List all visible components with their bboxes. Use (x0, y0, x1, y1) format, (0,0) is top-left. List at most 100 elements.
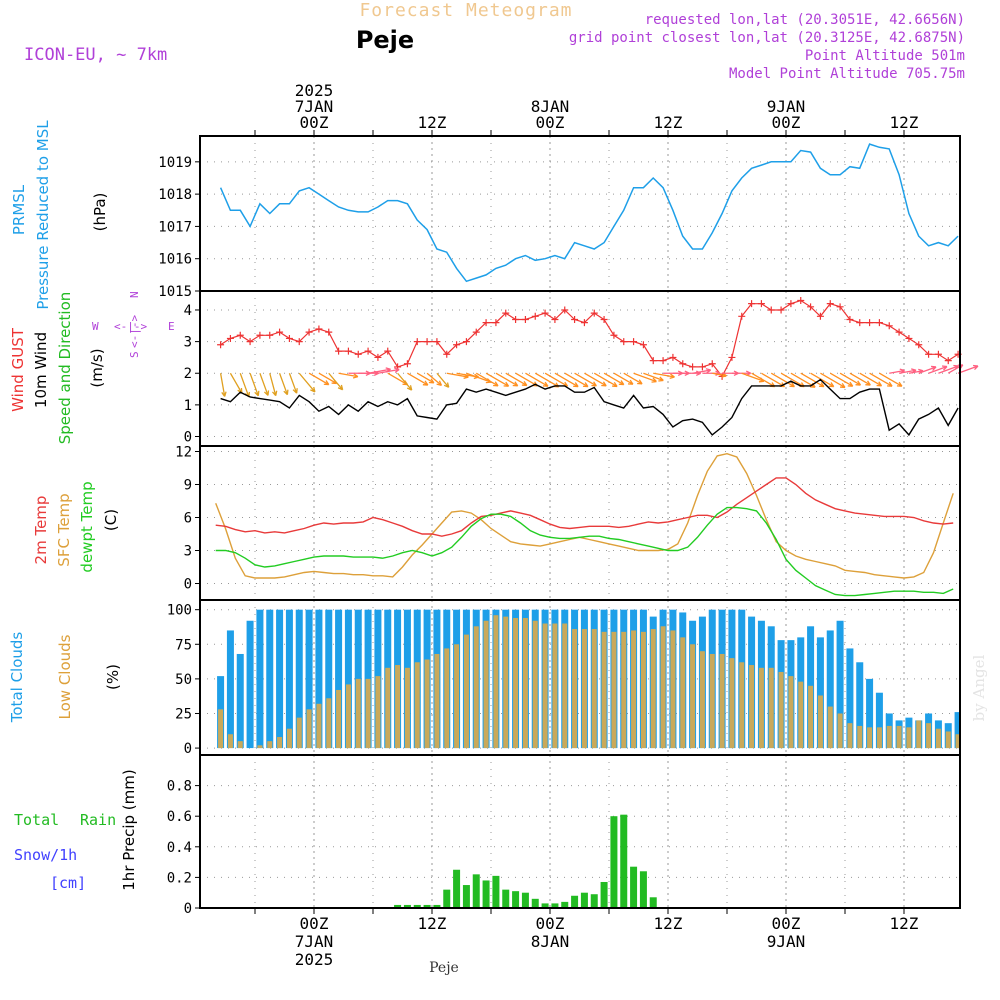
rain-bar (403, 904, 411, 908)
wind-direction-arrow (653, 372, 675, 379)
gust-marker (767, 306, 775, 314)
wind-direction-arrow (407, 372, 429, 386)
total-cloud-bar (826, 630, 834, 749)
wind-direction-arrow (416, 372, 435, 384)
low-cloud-bar (493, 615, 499, 749)
total-cloud-bar (836, 620, 844, 749)
compass-west: W (92, 320, 99, 333)
rain-bar (649, 897, 657, 908)
y-tick-label: 3 (184, 544, 192, 560)
low-cloud-bar (542, 623, 548, 749)
gust-marker (866, 319, 874, 327)
gust-marker (561, 306, 569, 314)
grid-layer (200, 136, 960, 909)
wind-speed-line (220, 378, 959, 437)
gust-marker (521, 315, 529, 323)
low-cloud-bar (316, 703, 322, 749)
gust-marker (285, 334, 293, 342)
total-cloud-bar (335, 609, 343, 749)
gust-marker (728, 353, 736, 361)
total-cloud-bar (856, 662, 864, 749)
x-label-bottom: 00Z (772, 914, 801, 933)
wind-direction-arrow (426, 372, 443, 386)
gust-marker (364, 347, 372, 355)
y-tick-label: 100 (167, 603, 192, 619)
wind-direction-arrow (603, 372, 625, 386)
gust-marker (502, 309, 510, 317)
gust-marker (836, 303, 844, 311)
wind-direction-arrow (525, 372, 549, 387)
rain-bar (630, 866, 638, 908)
total-cloud-bar (866, 678, 874, 749)
total-cloud-bar (285, 609, 293, 749)
wind-direction-arrow (485, 372, 510, 387)
low-cloud-bar (562, 623, 568, 749)
wind-direction-arrow (249, 373, 260, 397)
gust-marker (541, 309, 549, 317)
rain-bar (472, 874, 480, 908)
wind-direction-arrow (623, 372, 643, 385)
x-label-top: 8JAN (531, 97, 570, 116)
gust-marker (325, 328, 333, 336)
wind-direction-arrow (692, 368, 712, 374)
low-cloud-bar (916, 720, 922, 749)
gust-marker (748, 300, 756, 308)
low-cloud-bar (522, 617, 528, 749)
total-cloud-bar (226, 630, 234, 749)
low-cloud-bar (601, 631, 607, 749)
wind-direction-arrow (810, 372, 835, 388)
gust-marker (669, 353, 677, 361)
pressure-line (219, 143, 959, 283)
y-tick-label: 0.4 (167, 840, 192, 856)
low-cloud-bar (611, 631, 617, 749)
gust-marker (895, 328, 903, 336)
rain-bar (492, 875, 500, 908)
wind-direction-arrow (259, 373, 270, 396)
x-label-bottom: 12Z (654, 914, 683, 933)
gust-marker (708, 360, 716, 368)
rain-bar (502, 889, 510, 908)
precip-unit: 1hr Precip (mm) (120, 769, 138, 890)
rain-bar (551, 903, 559, 908)
total-rain-label-2: Rain (80, 811, 116, 829)
low-cloud-bar (955, 734, 959, 749)
gust-marker (649, 357, 657, 365)
gust-marker (256, 331, 264, 339)
gust-marker (875, 319, 883, 327)
low-cloud-bar (768, 667, 774, 749)
low-cloud-bar (355, 678, 361, 749)
gust-marker (787, 300, 795, 308)
x-label-top: 12Z (418, 113, 447, 132)
rain-bar (639, 871, 647, 908)
compass-mid-vertical: <-|-> (128, 315, 141, 348)
low-cloud-bar (876, 727, 882, 749)
x-label-top: 00Z (772, 113, 801, 132)
data-layer (200, 143, 979, 909)
compass-south: S (128, 351, 141, 358)
panel-frame (199, 599, 961, 756)
wind-direction-arrow (338, 372, 359, 379)
rain-bar (571, 895, 579, 908)
wind-direction-arrow (495, 372, 519, 387)
wind-10m-label: 10m Wind (32, 332, 50, 408)
y-tick-label: 1018 (158, 187, 192, 203)
y-tick-label: 9 (184, 478, 192, 494)
gust-marker (610, 331, 618, 339)
gust-marker (462, 338, 470, 346)
wind-direction-arrow (829, 372, 854, 387)
low-cloud-bar (345, 684, 351, 749)
total-cloud-bar (315, 609, 323, 749)
low-cloud-bar (670, 630, 676, 749)
gust-marker (905, 334, 913, 342)
wind-direction-arrow (751, 372, 776, 388)
footer-location: Peje (429, 960, 459, 976)
gust-marker (885, 322, 893, 330)
wind-direction-arrow (613, 372, 634, 385)
gust-marker (423, 338, 431, 346)
x-label-top: 2025 (295, 81, 334, 100)
gust-marker (335, 347, 343, 355)
wind-direction-arrow (397, 372, 413, 391)
wind-direction-arrow (387, 372, 409, 386)
rain-bar (590, 894, 598, 908)
low-cloud-bar (444, 648, 450, 749)
